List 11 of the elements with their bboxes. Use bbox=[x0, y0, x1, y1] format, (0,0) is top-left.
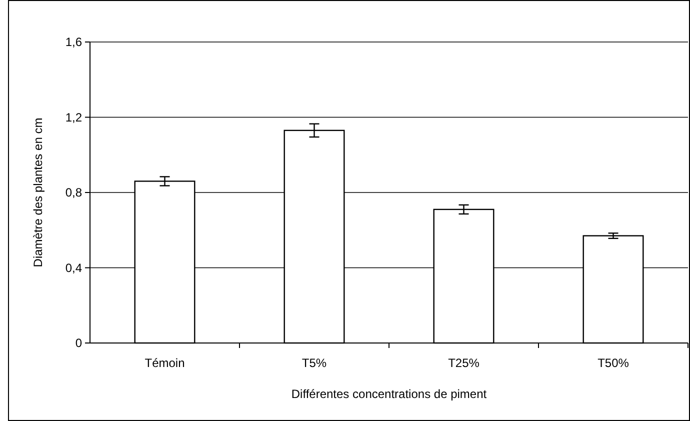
x-axis-title: Différentes concentrations de piment bbox=[291, 387, 488, 401]
y-tick-label: 1,2 bbox=[65, 110, 82, 124]
y-tick-label: 0 bbox=[75, 336, 82, 350]
x-tick-label: T50% bbox=[598, 356, 630, 370]
x-tick-label: Témoin bbox=[144, 356, 185, 370]
y-tick-label: 0,4 bbox=[65, 260, 82, 275]
y-tick-label: 0,8 bbox=[65, 186, 82, 200]
x-tick-label: T5% bbox=[302, 356, 327, 370]
y-tick-label: 1,6 bbox=[65, 35, 82, 50]
x-tick-label: T25% bbox=[448, 356, 480, 370]
y-axis-title: Diamètre des plantes en cm bbox=[31, 118, 45, 268]
